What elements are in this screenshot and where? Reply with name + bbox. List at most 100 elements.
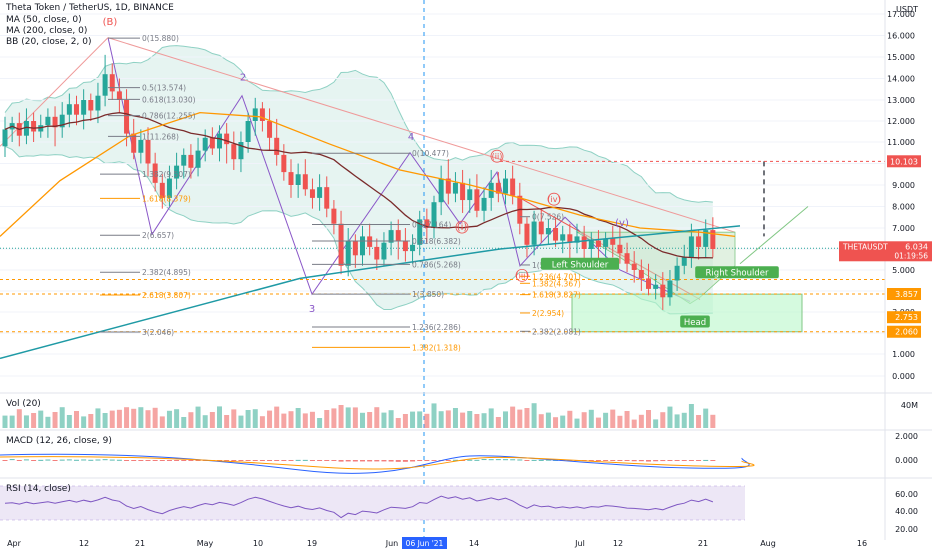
macd-bar — [274, 460, 280, 461]
fib-label: 0(15.880) — [142, 34, 179, 43]
macd-bar — [174, 460, 180, 461]
candle-body — [231, 144, 237, 160]
macd-bar — [510, 459, 516, 461]
rsi-pane-label: RSI (14, close) — [6, 484, 71, 494]
macd-bar — [252, 460, 258, 461]
macd-bar — [131, 460, 137, 461]
volume-bar — [59, 407, 65, 428]
candle-body — [631, 263, 637, 270]
volume-scale: 40M — [901, 401, 918, 410]
x-tick-label: 21 — [698, 539, 708, 548]
candle-body — [95, 95, 101, 111]
macd-bar — [410, 460, 416, 462]
fib-label: 3(2.046) — [142, 328, 174, 337]
macd-bar — [74, 459, 79, 461]
y-tick-label: 1.000 — [892, 350, 915, 359]
fib-label: 1.618(3.827) — [532, 291, 581, 300]
volume-bar — [452, 408, 458, 428]
volume-bar — [88, 414, 94, 428]
macd-bar — [424, 460, 430, 461]
symbol-title: Theta Token / TetherUS, 1D, BINANCE — [6, 3, 174, 13]
x-tick-label: 12 — [613, 539, 623, 548]
volume-pane-label: Vol (20) — [6, 399, 41, 409]
candle-body — [703, 230, 709, 247]
volume-bar — [688, 404, 694, 428]
candle-body — [52, 116, 58, 128]
volume-bar — [438, 411, 444, 428]
volume-bar — [360, 412, 365, 428]
candle-body — [460, 182, 466, 201]
volume-bar — [402, 414, 408, 428]
volume-bar — [653, 419, 659, 428]
rsi-scale: 60.00 — [895, 490, 918, 499]
macd-bar — [667, 460, 673, 461]
macd-bar — [138, 460, 144, 461]
volume-bar — [259, 416, 265, 428]
bollinger-upper — [4, 45, 713, 203]
candle-body — [560, 234, 566, 241]
fib-label: 0.5(13.574) — [142, 84, 186, 93]
candle-body — [81, 100, 87, 115]
candle-body — [31, 121, 37, 132]
fib-label: 0.786(12.255) — [142, 112, 196, 121]
volume-bar — [74, 411, 79, 428]
macd-bar — [281, 460, 287, 461]
wave-label: (ii) — [492, 152, 503, 161]
candle-body — [603, 238, 609, 247]
candle-body — [467, 189, 473, 201]
macd-bar — [166, 460, 172, 461]
x-tick-label: 12 — [79, 539, 89, 548]
candle-body — [503, 178, 508, 194]
candle-body — [395, 230, 401, 241]
volume-bar — [274, 406, 280, 428]
fib-label: 2.382(2.081) — [532, 327, 581, 336]
pattern-tag — [540, 257, 620, 270]
volume-bar — [124, 407, 130, 428]
volume-bar — [231, 409, 237, 428]
volume-bar — [567, 410, 573, 428]
rsi-line — [4, 495, 714, 519]
volume-bar — [538, 414, 544, 428]
volume-bar — [588, 409, 594, 428]
volume-bar — [488, 408, 494, 428]
x-tick-label: Jun — [385, 539, 399, 548]
macd-bar — [524, 460, 530, 461]
volume-bar — [331, 408, 337, 428]
macd-bar — [295, 459, 301, 461]
macd-bar — [367, 460, 373, 462]
fib-label: 1.382(9.507) — [142, 170, 191, 179]
candle-body — [66, 104, 72, 115]
volume-bar — [245, 410, 251, 428]
volume-bar — [431, 403, 437, 428]
candle-body — [531, 221, 537, 245]
candle-body — [402, 240, 408, 252]
candle-body — [345, 240, 351, 266]
wave-label: (iv) — [547, 195, 560, 204]
candle-body — [710, 230, 716, 249]
candle-body — [274, 137, 280, 155]
macd-bar — [595, 460, 601, 461]
fib-label: 0.618(13.030) — [142, 95, 196, 104]
candle-body — [124, 100, 130, 134]
volume-bar — [445, 410, 451, 428]
macd-bar — [467, 459, 473, 461]
candle-body — [88, 100, 94, 111]
y-tick-label: 7.000 — [892, 224, 915, 233]
macd-bar — [624, 460, 630, 461]
volume-bar — [109, 410, 115, 428]
ma200-line — [0, 225, 741, 360]
volume-bar — [646, 410, 651, 428]
candle-body — [202, 137, 208, 151]
candle-body — [217, 133, 222, 149]
candle-body — [252, 108, 258, 121]
volume-bar — [202, 415, 208, 428]
y-tick-label: 12.000 — [887, 117, 915, 126]
macd-bar — [588, 460, 594, 461]
macd-bar — [481, 459, 487, 461]
volume-bar — [16, 409, 22, 428]
candle-body — [367, 236, 373, 247]
macd-bar — [309, 460, 315, 461]
volume-bar — [224, 415, 230, 428]
